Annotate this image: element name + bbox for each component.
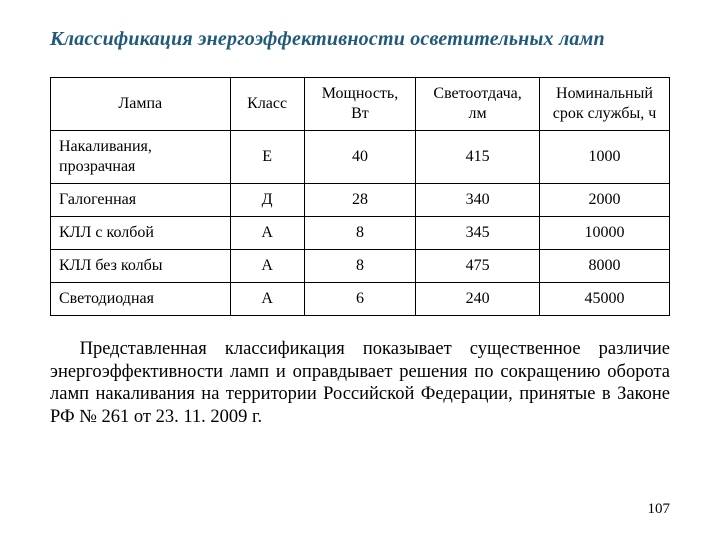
- cell-lamp: КЛЛ без колбы: [51, 250, 231, 283]
- cell-power: 6: [304, 283, 415, 316]
- cell-lamp: Галогенная: [51, 184, 231, 217]
- cell-lamp: Накаливания, прозрачная: [51, 131, 231, 184]
- cell-life: 45000: [539, 283, 669, 316]
- cell-power: 8: [304, 250, 415, 283]
- cell-life: 1000: [539, 131, 669, 184]
- cell-life: 8000: [539, 250, 669, 283]
- cell-lum: 475: [416, 250, 540, 283]
- header-lum: Светоотдача, лм: [416, 78, 540, 131]
- table-row: Галогенная Д 28 340 2000: [51, 184, 670, 217]
- cell-lum: 240: [416, 283, 540, 316]
- cell-class: А: [230, 217, 304, 250]
- header-class: Класс: [230, 78, 304, 131]
- cell-power: 28: [304, 184, 415, 217]
- cell-life: 10000: [539, 217, 669, 250]
- table-row: КЛЛ с колбой А 8 345 10000: [51, 217, 670, 250]
- header-lamp: Лампа: [51, 78, 231, 131]
- cell-class: Е: [230, 131, 304, 184]
- table-row: Светодиодная А 6 240 45000: [51, 283, 670, 316]
- cell-class: А: [230, 250, 304, 283]
- cell-class: А: [230, 283, 304, 316]
- table-row: КЛЛ без колбы А 8 475 8000: [51, 250, 670, 283]
- slide-title: Классификация энергоэффективности освети…: [50, 28, 670, 51]
- table-row: Накаливания, прозрачная Е 40 415 1000: [51, 131, 670, 184]
- description-paragraph: Представленная классификация показывает …: [50, 338, 670, 428]
- table-header-row: Лампа Класс Мощность, Вт Светоотдача, лм…: [51, 78, 670, 131]
- cell-lum: 415: [416, 131, 540, 184]
- cell-class: Д: [230, 184, 304, 217]
- cell-lamp: Светодиодная: [51, 283, 231, 316]
- page-number: 107: [648, 501, 671, 518]
- cell-lum: 345: [416, 217, 540, 250]
- cell-life: 2000: [539, 184, 669, 217]
- cell-lamp: КЛЛ с колбой: [51, 217, 231, 250]
- lamp-classification-table: Лампа Класс Мощность, Вт Светоотдача, лм…: [50, 77, 670, 316]
- cell-lum: 340: [416, 184, 540, 217]
- header-life: Номинальный срок службы, ч: [539, 78, 669, 131]
- header-power: Мощность, Вт: [304, 78, 415, 131]
- cell-power: 40: [304, 131, 415, 184]
- cell-power: 8: [304, 217, 415, 250]
